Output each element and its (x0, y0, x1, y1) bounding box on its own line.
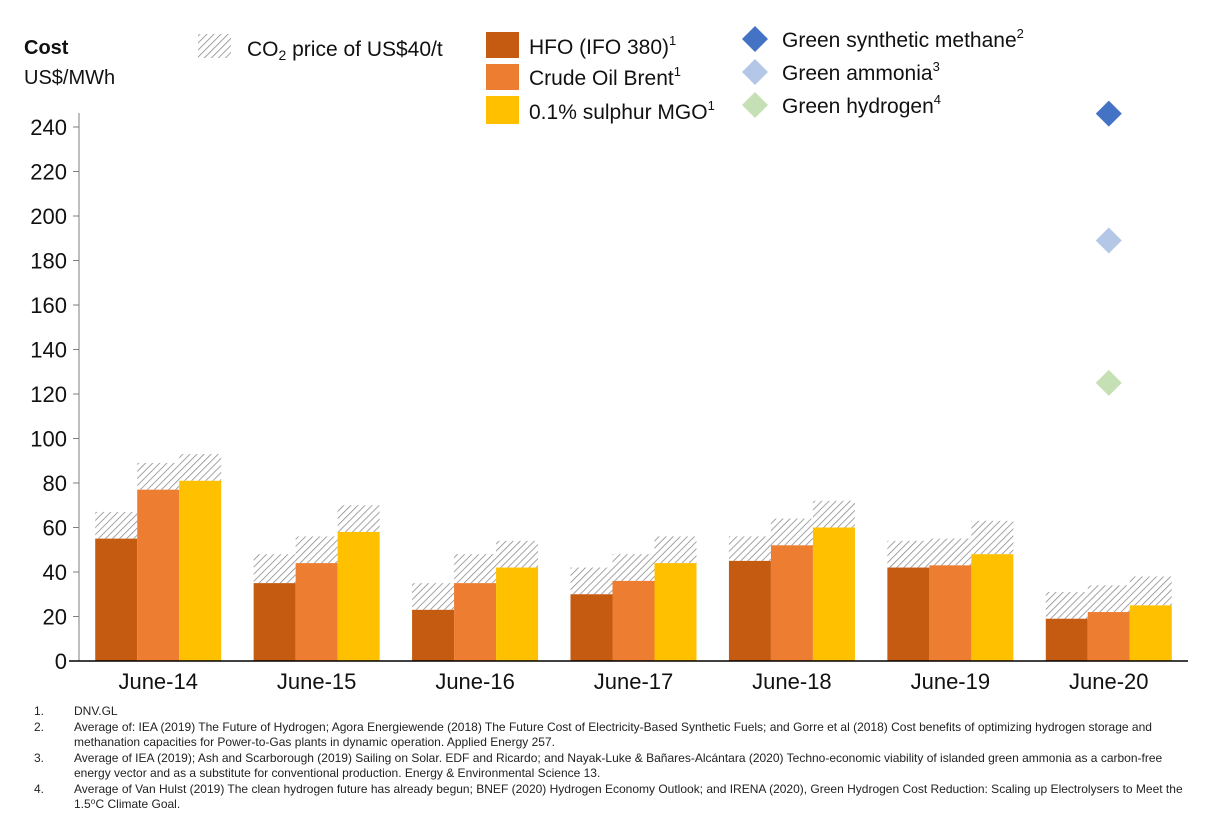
co2-segment (1087, 585, 1130, 613)
footnote: 3. Average of IEA (2019); Ash and Scarbor… (34, 751, 1194, 782)
co2-segment (1045, 592, 1088, 619)
x-tick-label: June-19 (911, 669, 991, 694)
x-tick-label: June-14 (118, 669, 198, 694)
legend-points: Green synthetic methane2 Green ammonia3 … (742, 26, 1024, 118)
co2-segment (728, 536, 771, 561)
footnote: 4. Average of Van Hulst (2019) The clean … (34, 782, 1194, 813)
y-tick-label: 20 (43, 605, 67, 630)
bar (1045, 618, 1088, 661)
co2-segment (1129, 576, 1172, 606)
x-tick-label: June-16 (435, 669, 515, 694)
bar (654, 563, 697, 661)
footnote: 1. DNV.GL (34, 704, 1194, 720)
footnote-number: 3. (34, 750, 45, 765)
bar (496, 567, 539, 661)
co2-segment (137, 462, 180, 490)
cost-chart: Cost US$/MWh 0 20 40 60 80 100 120 140 160 180 200… (24, 26, 1188, 694)
data-point-diamond (1095, 100, 1122, 127)
footnote-text: Average of IEA (2019); Ash and Scarborou… (74, 750, 1163, 781)
legend-ammonia-marker (742, 59, 768, 85)
x-tick-label: June-20 (1069, 669, 1149, 694)
y-tick-label: 60 (43, 516, 67, 541)
bar (812, 527, 855, 661)
footnote: 2. Average of: IEA (2019) The Future of H… (34, 720, 1194, 751)
legend-methane-label: Green synthetic methane2 (782, 26, 1024, 52)
legend-co2-swatch (198, 34, 231, 58)
co2-segment (253, 554, 296, 584)
bar (570, 594, 613, 661)
y-tick-label: 120 (30, 382, 67, 407)
legend-brent-label: Crude Oil Brent1 (529, 64, 681, 90)
co2-segment (95, 511, 138, 539)
footnotes: 1. DNV.GL 2. Average of: IEA (2019) The Fut… (34, 704, 1194, 813)
bar (337, 531, 380, 661)
x-tick-label: June-15 (277, 669, 357, 694)
legend-co2: CO2 price of US$40/t (198, 34, 443, 63)
data-point-diamond (1095, 227, 1122, 254)
legend-hfo-swatch (486, 32, 519, 58)
legend-hydrogen-marker (742, 92, 768, 118)
y-tick-label: 100 (30, 427, 67, 452)
co2-segment (812, 500, 855, 528)
co2-segment (929, 538, 972, 566)
y-tick-label: 0 (55, 649, 67, 674)
bar (929, 565, 972, 661)
y-tick-label: 240 (30, 115, 67, 140)
co2-segment (654, 536, 697, 564)
co2-segment (295, 536, 338, 564)
co2-segment (887, 540, 930, 568)
legend-hfo-label: HFO (IFO 380)1 (529, 33, 676, 59)
legend-mgo-swatch (486, 96, 519, 124)
bar (728, 560, 771, 661)
bar (1129, 605, 1172, 661)
chart-title: Cost (24, 37, 69, 59)
bar (454, 583, 497, 661)
bar (253, 583, 296, 661)
x-tick-label: June-18 (752, 669, 832, 694)
co2-segment (570, 567, 613, 595)
bar (770, 545, 813, 661)
data-point-diamond (1095, 369, 1122, 396)
footnote-text: DNV.GL (74, 704, 118, 718)
bar (295, 563, 338, 661)
co2-segment (971, 520, 1014, 555)
co2-segment (179, 454, 222, 481)
legend-hydrogen-label: Green hydrogen4 (782, 92, 941, 118)
co2-segment (770, 518, 813, 546)
y-tick-label: 200 (30, 204, 67, 229)
co2-segment (496, 540, 539, 568)
co2-segment (454, 554, 497, 584)
bar (1087, 612, 1130, 661)
bar (887, 567, 930, 661)
bar (971, 554, 1014, 661)
legend-ammonia-label: Green ammonia3 (782, 59, 940, 85)
y-tick-label: 80 (43, 471, 67, 496)
co2-segment (412, 583, 455, 610)
y-tick-label: 160 (30, 293, 67, 318)
legend-brent-swatch (486, 64, 519, 90)
y-tick-label: 180 (30, 249, 67, 274)
y-tick-label: 140 (30, 338, 67, 363)
legend-series: HFO (IFO 380)1 Crude Oil Brent1 0.1% sul… (486, 32, 715, 124)
legend-co2-label: CO2 price of US$40/t (247, 38, 443, 63)
co2-segment (612, 554, 655, 581)
x-tick-label: June-17 (594, 669, 674, 694)
legend-methane-marker (742, 26, 768, 52)
y-tick-label: 220 (30, 160, 67, 185)
bar (95, 538, 138, 661)
footnote-number: 4. (34, 781, 45, 796)
co2-segment (337, 505, 380, 532)
footnote-text: Average of Van Hulst (2019) The clean hy… (74, 781, 1183, 812)
footnote-number: 2. (34, 719, 45, 734)
legend-mgo-label: 0.1% sulphur MGO1 (529, 98, 715, 124)
bar (612, 580, 655, 661)
footnote-number: 1. (34, 704, 45, 718)
bar (137, 489, 180, 661)
bar (412, 609, 455, 661)
y-axis-label: US$/MWh (24, 67, 115, 89)
y-tick-label: 40 (43, 560, 67, 585)
bar (179, 480, 222, 661)
footnote-text: Average of: IEA (2019) The Future of Hyd… (74, 719, 1152, 750)
